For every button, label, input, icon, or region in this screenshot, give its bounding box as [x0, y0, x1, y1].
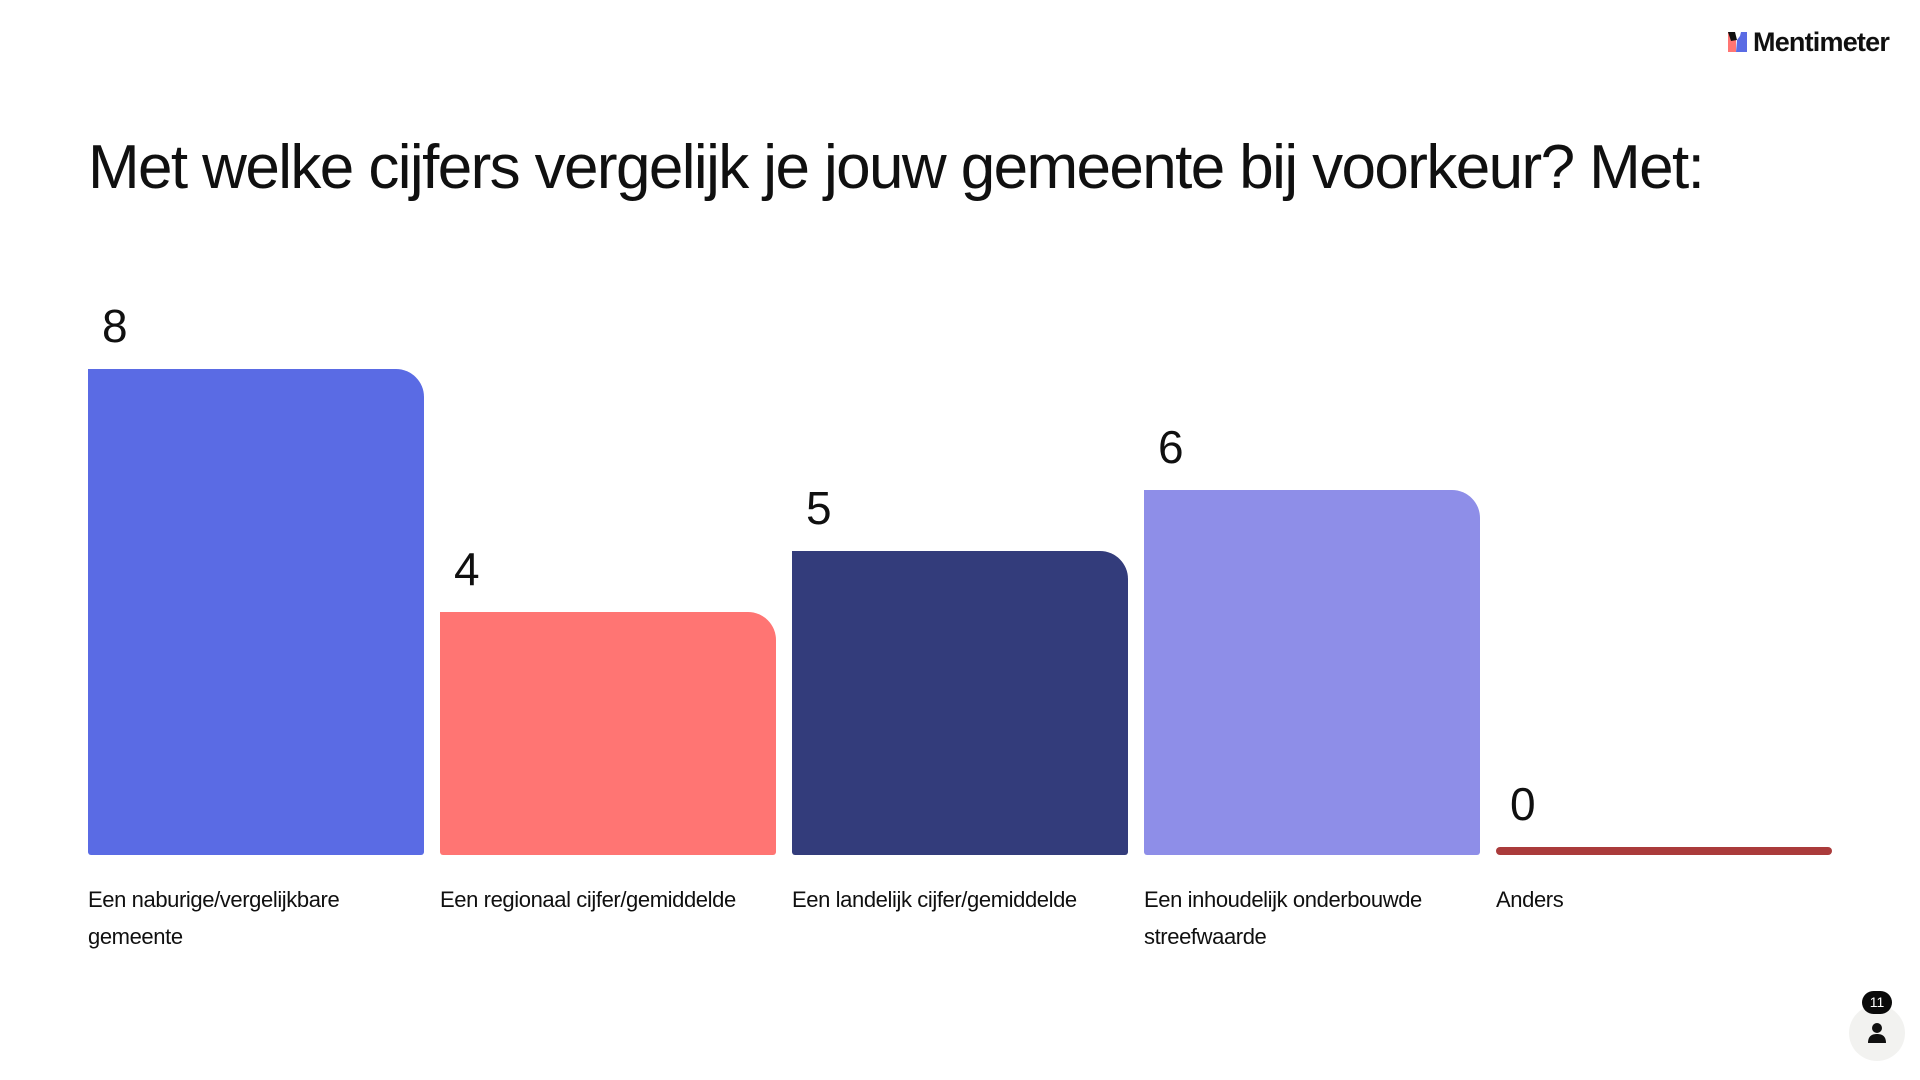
response-count-badge: 11 — [1862, 991, 1892, 1014]
response-counter[interactable] — [1849, 1005, 1905, 1061]
bar-value-label: 5 — [806, 482, 832, 534]
slide-title: Met welke cijfers vergelijk je jouw geme… — [88, 133, 1705, 202]
bar-group: 5 Een landelijk cijfer/gemiddelde — [792, 0, 1128, 912]
bar-group: 0 Anders — [1496, 0, 1832, 912]
mentimeter-logo-icon — [1728, 32, 1747, 52]
bar — [440, 612, 776, 855]
bar-group: 8 Een naburige/vergelijkbare gemeente — [88, 0, 424, 949]
category-label: Een naburige/vergelijkbare gemeente — [88, 887, 340, 949]
mentimeter-logo: Mentimeter — [1728, 26, 1890, 57]
category-label: Een landelijk cijfer/gemiddelde — [792, 887, 1077, 912]
bar-value-label: 0 — [1510, 778, 1536, 830]
brand-name: Mentimeter — [1753, 26, 1890, 57]
bar-value-label: 4 — [454, 543, 480, 595]
category-label: Een inhoudelijk onderbouwde streefwaarde — [1144, 887, 1422, 949]
bar — [1144, 490, 1480, 855]
bar-group: 6 Een inhoudelijk onderbouwde streefwaard… — [1144, 0, 1480, 949]
person-icon — [1868, 1023, 1886, 1043]
bar-value-label: 8 — [102, 300, 128, 352]
bar — [88, 369, 424, 855]
category-label: Een regionaal cijfer/gemiddelde — [440, 887, 736, 912]
bar — [792, 551, 1128, 855]
bar-group: 4 Een regionaal cijfer/gemiddelde — [440, 0, 776, 912]
bar — [1496, 847, 1832, 855]
category-label: Anders — [1496, 887, 1564, 912]
bar-value-label: 6 — [1158, 421, 1184, 473]
